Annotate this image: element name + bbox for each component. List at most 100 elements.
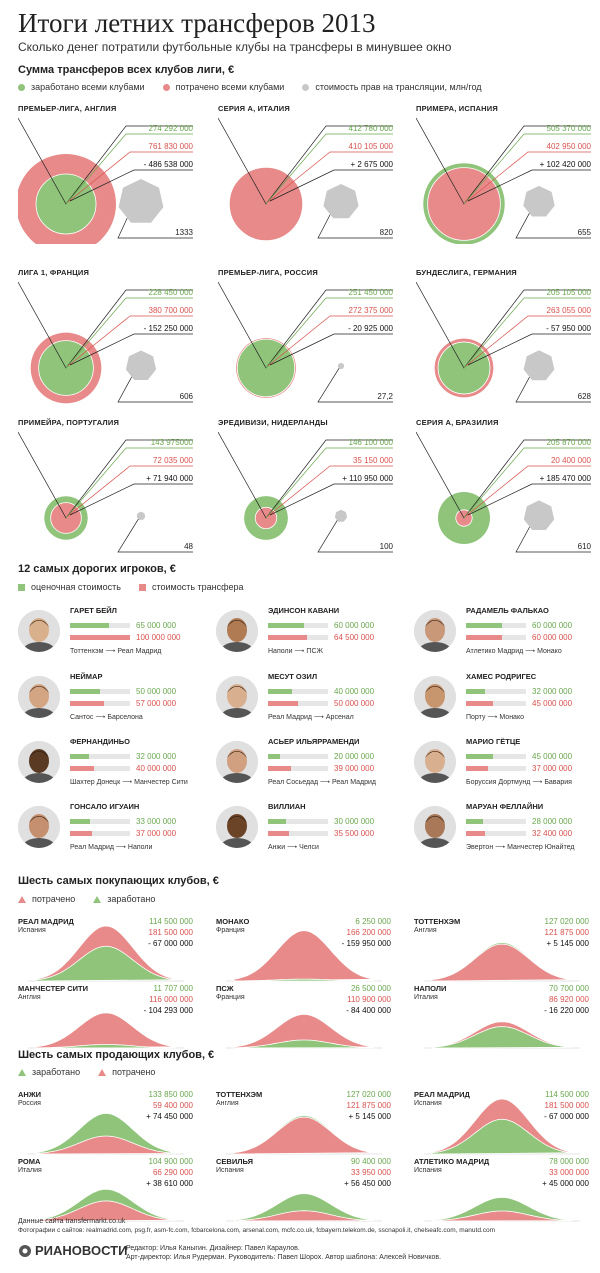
club-curves — [226, 1013, 382, 1049]
league-cell: ПРИМЕРА, ИСПАНИЯ 505 370 000 402 950 000 + … — [416, 104, 591, 244]
spent-area — [431, 943, 573, 982]
player-card: ФЕРНАНДИНЬО 32 000 000 40 000 000 Шахтер До… — [18, 737, 198, 797]
spent-area — [233, 1210, 375, 1222]
earned-area — [35, 1044, 177, 1049]
club-earned: 26 500 000 — [350, 984, 391, 993]
player-card: РАДАМЕЛЬ ФАЛЬКАО 60 000 000 60 000 000 Атле… — [414, 606, 594, 666]
club-cell: АТЛЕТИКО МАДРИД Испания 78 000 000 33 000 0… — [414, 1157, 589, 1223]
player-fee: 45 000 000 — [532, 699, 573, 708]
club-earned: 78 000 000 — [548, 1157, 589, 1166]
avatar-hair — [227, 751, 247, 758]
league-broadcast: 48 — [184, 542, 193, 551]
player-transfer: Реал Мадрид ⟶ Наполи — [70, 843, 152, 851]
page-title: Итоги летних трансферов 2013 — [18, 8, 376, 38]
league-spent: 761 830 000 — [148, 142, 194, 151]
club-cell: РОМА Италия 104 900 000 66 290 000 + 38 610 … — [18, 1157, 193, 1223]
avatar-hair — [425, 686, 445, 693]
broadcast-line — [317, 520, 393, 553]
earned-area — [431, 1118, 573, 1155]
league-cell: ЭРЕДИВИЗИ, НИДЕРЛАНДЫ 146 100 000 35 150 0… — [218, 418, 393, 558]
club-earned: 127 020 000 — [346, 1090, 392, 1099]
spent-area — [35, 1012, 177, 1049]
club-name: СЕВИЛЬЯ — [216, 1157, 253, 1166]
legend-sellers-spent: потрачено — [98, 1067, 155, 1077]
league-balance: - 20 925 000 — [348, 324, 393, 333]
fee-bar — [70, 831, 130, 836]
earned-area — [35, 1112, 177, 1155]
value-bar-fill — [70, 754, 90, 759]
player-name: НЕЙМАР — [70, 672, 103, 681]
red-triangle-icon — [18, 895, 26, 903]
arrow-right-icon: ⟶ — [318, 779, 333, 786]
club-name: ТОТТЕНХЭМ — [414, 917, 461, 926]
club-name: АТЛЕТИКО МАДРИД — [414, 1157, 490, 1166]
avatar-face — [425, 814, 445, 838]
pointer-line — [18, 281, 193, 369]
player-value: 30 000 000 — [334, 817, 375, 826]
league-earned: 251 450 000 — [348, 288, 394, 297]
player-photo — [18, 610, 60, 652]
player-name: МАРУАН ФЕЛЛАЙНИ — [466, 802, 544, 811]
broadcast-line — [117, 518, 193, 553]
league-cell: СЕРИЯ А, БРАЗИЛИЯ 205 870 000 20 400 000 + … — [416, 418, 591, 558]
ria-logo: РИАНОВОСТИ — [18, 1243, 127, 1258]
league-balance: - 57 950 000 — [546, 324, 591, 333]
player-photo — [414, 676, 456, 718]
earned-line — [463, 447, 591, 519]
player-photo — [18, 676, 60, 718]
league-name: ЭРЕДИВИЗИ, НИДЕРЛАНДЫ — [218, 418, 328, 427]
player-value: 28 000 000 — [532, 817, 573, 826]
broadcast-line — [317, 214, 393, 239]
league-bubbles — [416, 431, 591, 553]
player-photo — [216, 806, 258, 848]
avatar-icon — [414, 676, 456, 718]
avatar-face — [227, 749, 247, 773]
balance-line — [269, 169, 393, 202]
club-name: ПСЖ — [216, 984, 234, 993]
league-name: СЕРИЯ А, БРАЗИЛИЯ — [416, 418, 499, 427]
club-earned: 114 500 000 — [545, 1090, 589, 1099]
footer-source: Данные сайта transfermarkt.co.uk — [18, 1218, 126, 1225]
club-country: Англия — [216, 1100, 239, 1107]
league-earned: 274 292 000 — [148, 124, 194, 133]
club-name: МАНЧЕСТЕР СИТИ — [18, 984, 89, 993]
league-earned: 228 450 000 — [148, 288, 194, 297]
club-spent: 116 000 000 — [149, 995, 193, 1004]
from-club: Реал Мадрид — [268, 714, 312, 721]
avatar-shoulders — [418, 838, 452, 848]
to-club: Челси — [299, 844, 319, 851]
club-country: Испания — [216, 1167, 244, 1174]
avatar-hair — [29, 620, 49, 627]
fee-bar-fill — [268, 766, 292, 771]
club-cell: РЕАЛ МАДРИД Испания 114 500 000 181 500 000… — [414, 1090, 589, 1156]
fee-bar-fill — [70, 701, 105, 706]
league-cell: СЕРИЯ А, ИТАЛИЯ 412 780 000 410 105 000 + 2… — [218, 104, 393, 244]
player-transfer: Боруссия Дортмунд ⟶ Бавария — [466, 778, 572, 786]
legend-spent: потрачено всеми клубами — [162, 82, 284, 92]
player-value: 32 000 000 — [136, 752, 177, 761]
club-country: Италия — [18, 1167, 42, 1174]
player-value: 45 000 000 — [532, 752, 573, 761]
fee-bar — [466, 635, 526, 640]
club-spent: 110 900 000 — [347, 995, 391, 1004]
legend-value: оценочная стоимость — [18, 582, 121, 592]
league-name: БУНДЕСЛИГА, ГЕРМАНИЯ — [416, 268, 517, 277]
player-fee: 57 000 000 — [136, 699, 177, 708]
ria-logo-icon — [19, 1244, 31, 1257]
avatar-icon — [216, 806, 258, 848]
fee-bar — [466, 831, 526, 836]
to-club: Арсенал — [325, 714, 354, 721]
club-spent: 181 500 000 — [148, 928, 194, 937]
to-club: Монако — [499, 714, 524, 721]
league-bubbles — [218, 431, 393, 553]
earned-line — [265, 447, 393, 519]
club-cell: ТОТТЕНХЭМ Англия 127 020 000 121 875 000 + 5… — [414, 917, 589, 983]
club-cell: НАПОЛИ Италия 70 700 000 86 920 000 - 16 220… — [414, 984, 589, 1050]
avatar-icon — [216, 741, 258, 783]
avatar-face — [227, 684, 247, 708]
player-photo — [414, 610, 456, 652]
arrow-right-icon: ⟶ — [292, 648, 307, 655]
avatar-shoulders — [220, 642, 254, 652]
green-triangle-icon — [93, 895, 102, 903]
to-club: Наполи — [127, 844, 153, 851]
